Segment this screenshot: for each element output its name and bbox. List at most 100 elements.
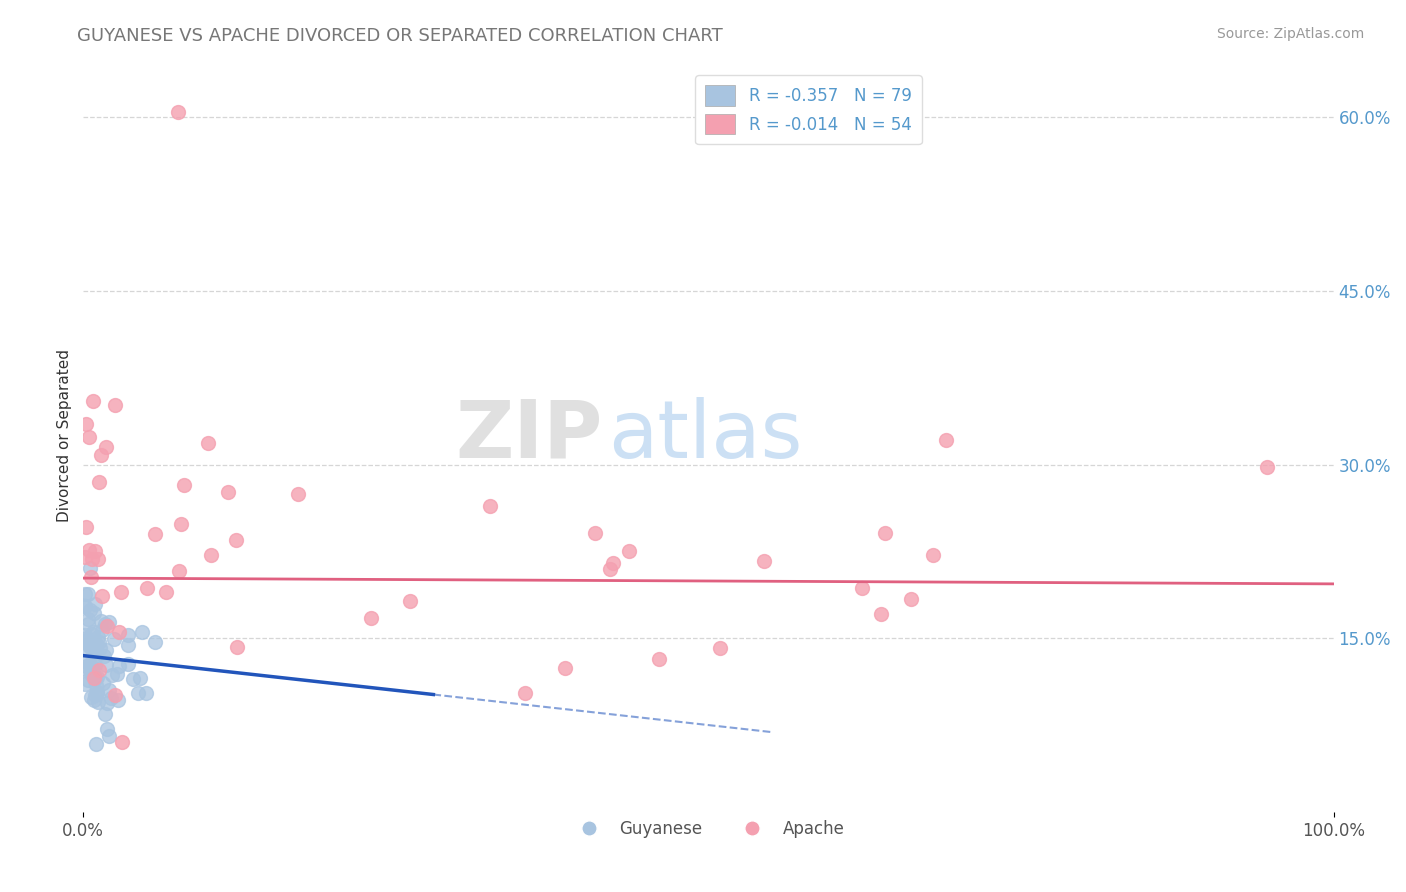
Point xyxy=(75,417,97,432)
Point xyxy=(75,550,97,565)
Point xyxy=(96,696,118,710)
Point xyxy=(225,533,247,547)
Point xyxy=(602,556,624,570)
Point xyxy=(875,526,897,541)
Point xyxy=(82,625,104,640)
Point xyxy=(76,673,98,687)
Point xyxy=(100,668,122,682)
Point xyxy=(754,554,776,568)
Point xyxy=(87,630,110,644)
Point xyxy=(83,692,105,706)
Point xyxy=(79,603,101,617)
Point xyxy=(77,430,100,444)
Point xyxy=(82,662,104,676)
Text: ZIP: ZIP xyxy=(456,397,602,475)
Point xyxy=(82,394,104,409)
Point xyxy=(72,655,94,669)
Point xyxy=(117,657,139,672)
Point xyxy=(900,592,922,607)
Point xyxy=(77,638,100,652)
Point xyxy=(75,520,97,534)
Point xyxy=(84,672,107,686)
Point xyxy=(80,666,103,681)
Point xyxy=(83,658,105,673)
Text: atlas: atlas xyxy=(609,397,803,475)
Point xyxy=(73,628,96,642)
Point xyxy=(83,642,105,657)
Point xyxy=(82,552,104,566)
Point xyxy=(166,104,188,119)
Point xyxy=(870,607,893,621)
Point xyxy=(104,688,127,702)
Text: GUYANESE VS APACHE DIVORCED OR SEPARATED CORRELATION CHART: GUYANESE VS APACHE DIVORCED OR SEPARATED… xyxy=(77,27,723,45)
Legend: Guyanese, Apache: Guyanese, Apache xyxy=(567,814,851,845)
Point xyxy=(79,690,101,705)
Point xyxy=(110,585,132,599)
Point xyxy=(83,635,105,649)
Point xyxy=(103,398,125,412)
Point xyxy=(117,638,139,652)
Point xyxy=(515,685,537,699)
Point xyxy=(77,543,100,558)
Point xyxy=(79,657,101,671)
Point xyxy=(90,448,112,462)
Point xyxy=(83,648,105,663)
Point xyxy=(617,544,640,558)
Point xyxy=(131,625,153,640)
Point xyxy=(86,684,108,698)
Point xyxy=(84,597,107,611)
Point xyxy=(96,618,118,632)
Point xyxy=(89,635,111,649)
Point xyxy=(73,642,96,657)
Point xyxy=(169,564,191,578)
Point xyxy=(108,625,131,640)
Point xyxy=(554,660,576,674)
Point xyxy=(79,561,101,575)
Point xyxy=(93,676,115,690)
Point xyxy=(94,706,117,721)
Point xyxy=(75,631,97,645)
Point xyxy=(135,686,157,700)
Point xyxy=(86,686,108,700)
Point xyxy=(77,617,100,632)
Point xyxy=(921,548,943,562)
Point xyxy=(127,686,149,700)
Point xyxy=(73,599,96,614)
Point xyxy=(98,729,121,743)
Point xyxy=(117,628,139,642)
Point xyxy=(122,672,145,686)
Point xyxy=(80,661,103,675)
Point xyxy=(100,691,122,706)
Point xyxy=(82,668,104,682)
Point xyxy=(86,552,108,566)
Point xyxy=(87,695,110,709)
Point xyxy=(75,662,97,676)
Point xyxy=(89,475,111,489)
Point xyxy=(1256,460,1278,475)
Point xyxy=(143,634,166,648)
Point xyxy=(217,485,239,500)
Point xyxy=(80,627,103,641)
Point xyxy=(96,722,118,736)
Point xyxy=(648,652,671,666)
Point xyxy=(79,640,101,655)
Point xyxy=(96,643,118,657)
Point xyxy=(170,516,193,531)
Point xyxy=(84,544,107,558)
Point xyxy=(77,587,100,601)
Point xyxy=(75,659,97,673)
Point xyxy=(200,548,222,562)
Point xyxy=(73,676,96,690)
Point xyxy=(599,562,621,576)
Y-axis label: Divorced or Separated: Divorced or Separated xyxy=(58,350,72,522)
Point xyxy=(87,663,110,677)
Point xyxy=(226,640,249,654)
Point xyxy=(83,671,105,685)
Point xyxy=(97,615,120,629)
Point xyxy=(107,693,129,707)
Point xyxy=(173,478,195,492)
Point xyxy=(86,670,108,684)
Point xyxy=(76,633,98,648)
Point xyxy=(360,611,382,625)
Point xyxy=(89,615,111,629)
